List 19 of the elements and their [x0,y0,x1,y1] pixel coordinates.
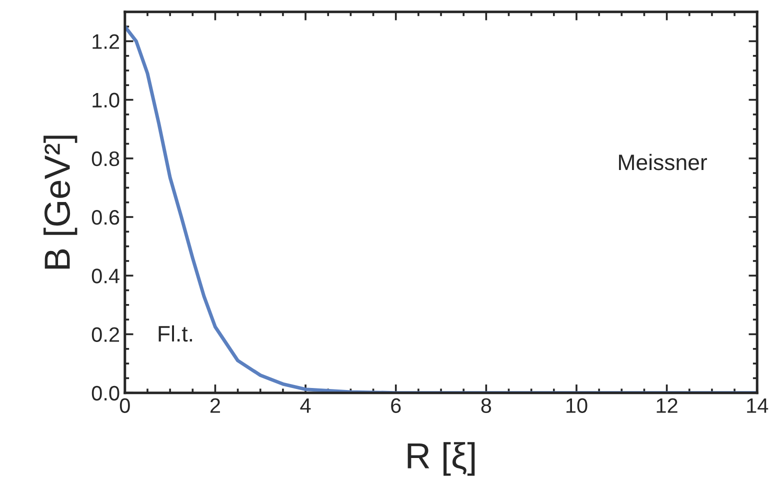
y-tick-label: 0.4 [92,268,120,284]
y-tick-label: 0.8 [92,151,120,166]
x-tick-label: 4 [300,398,311,413]
y-tick-label: 1.0 [92,92,120,108]
x-tick-label: 2 [210,398,220,413]
x-axis-title: R [ξ] [408,442,475,476]
y-tick-label: 0.0 [92,386,120,401]
x-tick-label: 8 [481,398,492,413]
x-tick-label: 0 [120,398,130,413]
x-tick-label: 12 [656,398,678,413]
annotation: Meissner [619,154,707,170]
x-tick-label: 6 [391,398,401,413]
y-tick-label: 0.2 [92,327,119,342]
x-tick-label: 14 [747,398,768,413]
x-tick-label: 10 [566,398,588,413]
y-axis-title: B [GeV²] [44,136,78,269]
annotation: Fl.t. [158,325,192,342]
y-tick-label: 1.2 [92,34,119,49]
y-tick-label: 0.6 [92,210,120,225]
